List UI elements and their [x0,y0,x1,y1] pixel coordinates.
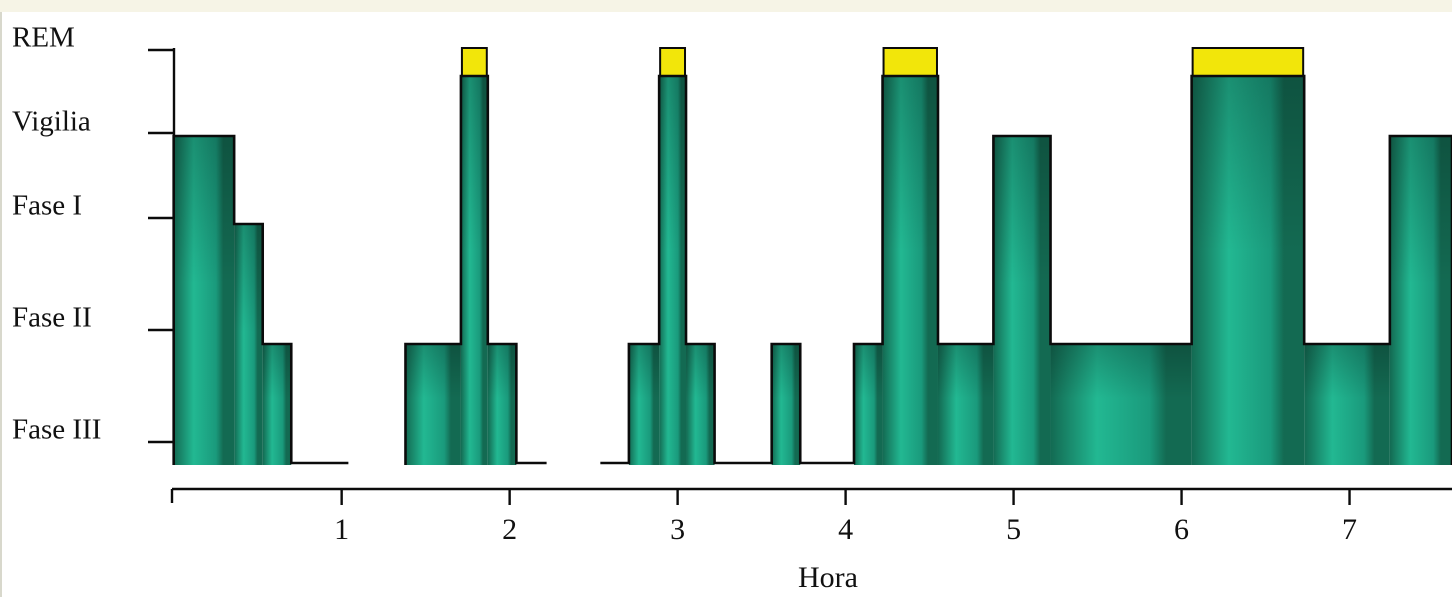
y-axis: REM Vigilia Fase I Fase II Fase III [12,22,176,446]
segment-shade [882,76,938,465]
x-axis: 1 2 3 4 5 6 7 Hora [170,487,1452,594]
x-axis-title: Hora [798,561,858,594]
y-label-fase2: Fase II [12,302,92,334]
rem-bar [460,47,488,77]
segment-shade [487,344,517,465]
segment-shade [628,344,660,465]
segment-shade [1191,76,1305,465]
hypnogram-outline [172,74,1452,465]
left-edge [0,12,2,597]
rem-bar [1191,47,1305,77]
outline-layer [172,74,1452,465]
rem-bar [882,47,938,77]
segment-shade [460,76,488,465]
segment-shade [1389,136,1452,465]
y-label-rem: REM [12,22,75,54]
x-tick-label: 4 [838,513,853,546]
stage-fill-layer [173,76,1452,465]
segment-shade [937,344,994,465]
top-band [0,0,1452,12]
x-tick-label: 5 [1006,513,1021,546]
segment-shade [173,136,235,465]
x-tick-label: 1 [334,513,349,546]
x-tick-label: 7 [1342,513,1357,546]
y-label-fase1: Fase I [12,190,82,222]
segment-shade [686,344,715,465]
segment-shade [1050,344,1192,465]
segment-shade [993,136,1051,465]
segment-shade [659,76,687,465]
rem-bar [659,47,687,77]
x-tick-label: 6 [1174,513,1189,546]
segment-shade [771,344,801,465]
segment-shade [853,344,883,465]
x-tick-label: 3 [670,513,685,546]
y-label-vigilia: Vigilia [12,106,91,138]
x-tick-label: 2 [502,513,517,546]
segment-shade [262,344,292,465]
rem-bars-layer [460,47,1305,77]
segment-shade [1304,344,1390,465]
y-label-fase3: Fase III [12,414,101,446]
segment-shade [405,344,461,465]
segment-shade [234,224,263,465]
